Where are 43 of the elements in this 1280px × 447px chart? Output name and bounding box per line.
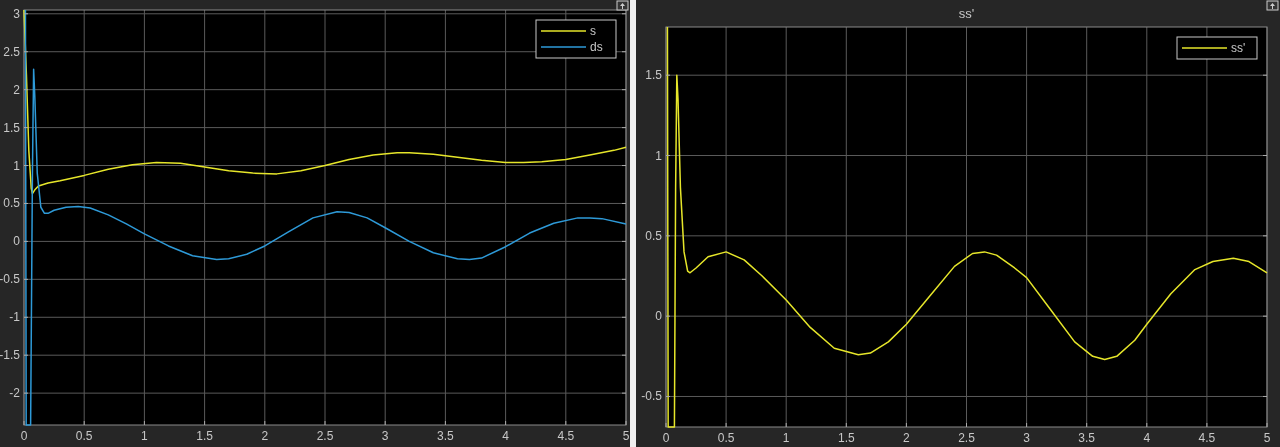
y-tick-label: -1.5 xyxy=(0,348,21,363)
legend-label: ss' xyxy=(1231,41,1246,55)
y-tick-label: 1.5 xyxy=(645,68,663,83)
y-tick-label: 2.5 xyxy=(3,44,21,59)
y-tick-label: 3 xyxy=(13,6,21,21)
x-tick-label: 2 xyxy=(261,429,269,443)
x-tick-label: 4 xyxy=(1143,431,1151,445)
y-tick-label: 0 xyxy=(655,309,663,324)
y-tick-label: 1.5 xyxy=(3,120,21,135)
x-tick-label: 4.5 xyxy=(557,429,575,443)
x-tick-label: 4 xyxy=(502,429,510,443)
line-series xyxy=(24,9,627,426)
x-tick-label: 4.5 xyxy=(1198,431,1216,445)
x-tick-label: 1 xyxy=(782,431,790,445)
x-tick-label: 0.5 xyxy=(717,431,735,445)
x-tick-label: 5 xyxy=(1263,431,1271,445)
y-tick-label: 1 xyxy=(655,148,663,163)
y-tick-label: -0.5 xyxy=(641,389,663,404)
y-tick-label: 2 xyxy=(13,82,21,97)
y-tick-label: 0.5 xyxy=(645,228,663,243)
y-tick-label: -1 xyxy=(9,310,21,325)
x-tick-label: 1 xyxy=(141,429,149,443)
x-tick-label: 3 xyxy=(1023,431,1031,445)
x-tick-label: 3.5 xyxy=(437,429,455,443)
line-series xyxy=(666,26,1268,428)
y-tick-label: 1 xyxy=(13,158,21,173)
x-tick-label: 0.5 xyxy=(75,429,93,443)
x-tick-label: 2 xyxy=(903,431,911,445)
x-tick-label: 1.5 xyxy=(837,431,855,445)
legend-label: ds xyxy=(590,40,603,54)
x-tick-label: 3.5 xyxy=(1078,431,1096,445)
y-tick-label: -2 xyxy=(9,386,21,401)
x-tick-label: 2.5 xyxy=(958,431,976,445)
y-tick-label: 0.5 xyxy=(3,196,21,211)
line-series xyxy=(23,9,627,195)
y-tick-label: -0.5 xyxy=(0,272,21,287)
chart-title: ss' xyxy=(958,6,975,21)
x-tick-label: 1.5 xyxy=(196,429,214,443)
x-tick-label: 2.5 xyxy=(316,429,334,443)
legend-label: s xyxy=(590,24,596,38)
y-tick-label: 0 xyxy=(13,234,21,249)
x-tick-label: 3 xyxy=(381,429,389,443)
x-tick-label: 5 xyxy=(622,429,630,443)
